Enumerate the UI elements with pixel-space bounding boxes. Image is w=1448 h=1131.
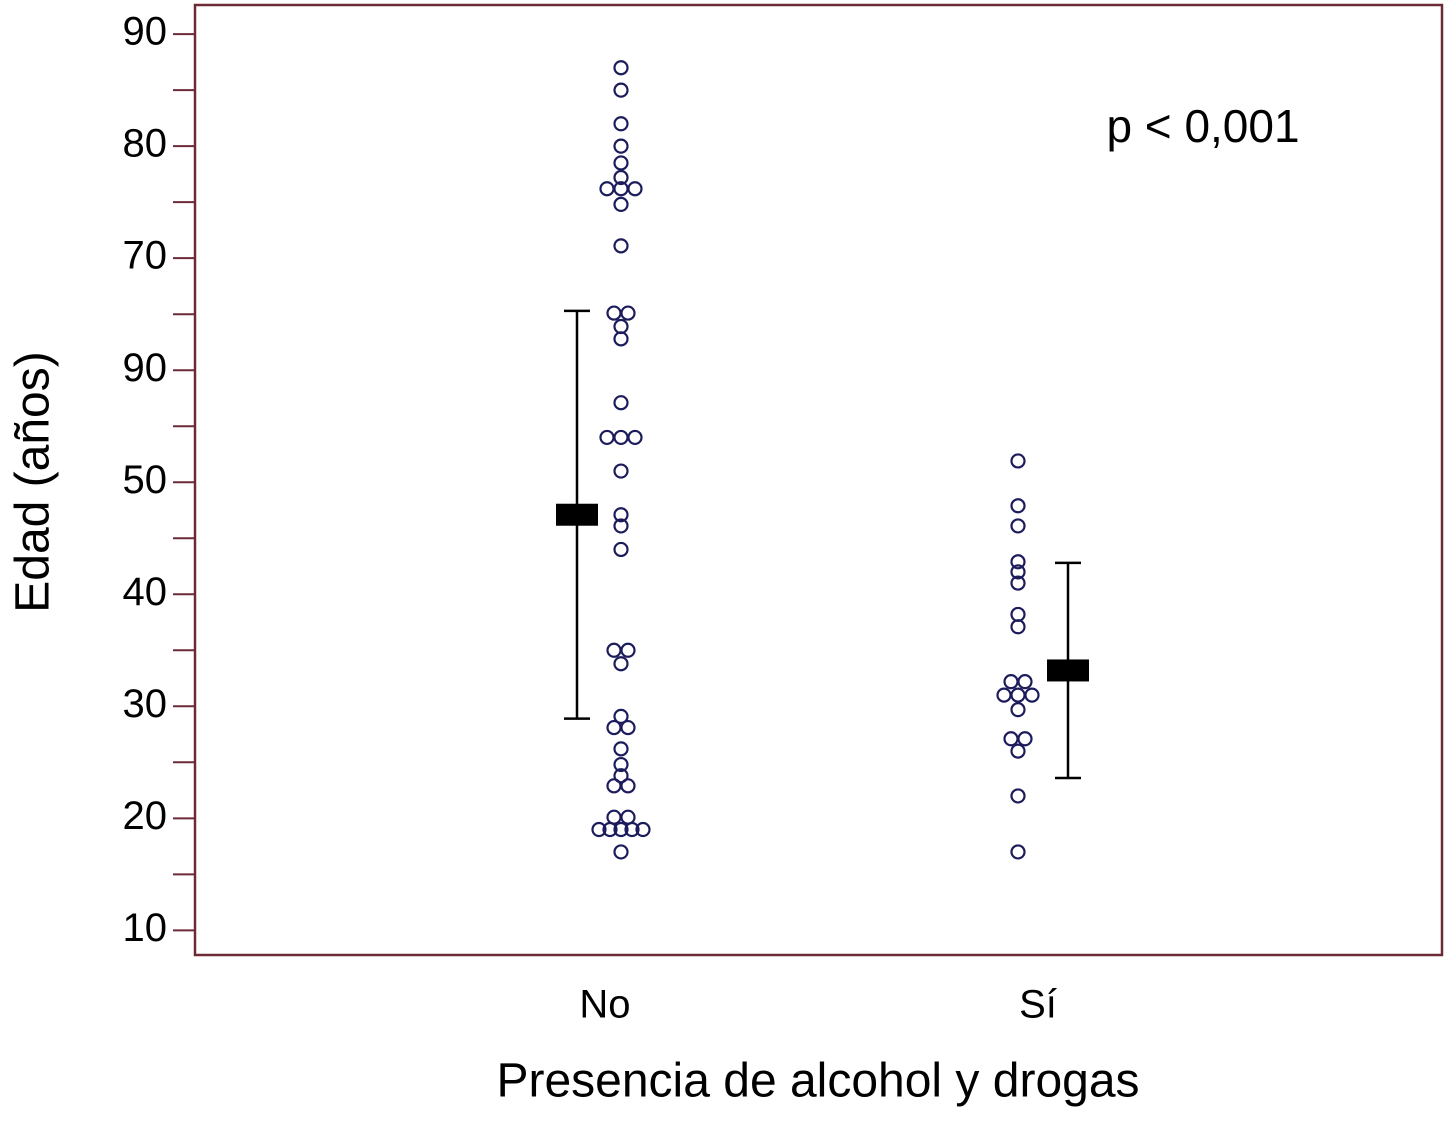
data-point bbox=[1010, 554, 1026, 570]
data-point bbox=[606, 719, 622, 736]
data-point bbox=[613, 318, 629, 335]
data-point bbox=[613, 844, 629, 860]
data-point bbox=[1010, 844, 1026, 860]
data-point bbox=[1010, 606, 1026, 623]
mean-marker bbox=[556, 503, 598, 526]
data-point bbox=[613, 741, 629, 757]
data-point bbox=[613, 708, 629, 724]
data-point bbox=[613, 756, 629, 773]
data-point bbox=[602, 821, 618, 838]
data-point bbox=[1010, 743, 1026, 759]
data-point bbox=[1024, 687, 1040, 703]
x-axis-title: Presencia de alcohol y drogas bbox=[496, 1055, 1139, 1108]
data-point bbox=[613, 518, 629, 534]
y-tick-label: 30 bbox=[123, 682, 168, 726]
data-point bbox=[606, 642, 622, 658]
data-point bbox=[599, 181, 615, 197]
data-point bbox=[620, 719, 636, 736]
data-point bbox=[620, 809, 636, 825]
data-point bbox=[620, 642, 636, 658]
data-point bbox=[613, 429, 629, 446]
data-point bbox=[1010, 575, 1026, 591]
data-point bbox=[1010, 518, 1026, 534]
y-tick-label: 90 bbox=[123, 346, 168, 390]
data-point bbox=[613, 541, 629, 558]
data-point bbox=[1010, 687, 1026, 703]
y-tick-label: 80 bbox=[123, 122, 168, 166]
data-point bbox=[613, 196, 629, 213]
data-point bbox=[1010, 498, 1026, 514]
data-point bbox=[606, 305, 622, 321]
y-tick-label: 10 bbox=[123, 906, 168, 950]
data-point bbox=[1010, 788, 1026, 804]
data-point bbox=[996, 687, 1012, 703]
data-point bbox=[613, 331, 629, 347]
data-point bbox=[620, 305, 636, 321]
data-point bbox=[1003, 674, 1019, 690]
y-tick-label: 50 bbox=[123, 458, 168, 502]
data-point bbox=[1010, 564, 1026, 580]
data-point bbox=[613, 463, 629, 479]
data-point bbox=[1010, 619, 1026, 635]
data-point bbox=[1017, 674, 1033, 690]
data-point bbox=[613, 82, 629, 98]
data-point bbox=[613, 155, 629, 171]
x-tick-label: No bbox=[579, 983, 630, 1027]
data-point bbox=[627, 181, 643, 197]
y-tick-label: 20 bbox=[123, 794, 168, 838]
y-tick-label: 90 bbox=[123, 10, 168, 54]
x-tick-label: Sí bbox=[1019, 983, 1057, 1027]
plot-frame bbox=[193, 3, 1444, 957]
data-point bbox=[1017, 731, 1033, 747]
data-point bbox=[1010, 453, 1026, 469]
data-point bbox=[635, 821, 651, 838]
data-point bbox=[613, 821, 629, 838]
data-point bbox=[620, 778, 636, 794]
data-point bbox=[613, 656, 629, 672]
data-point bbox=[1003, 731, 1019, 747]
data-point bbox=[613, 768, 629, 784]
data-point bbox=[613, 507, 629, 523]
data-point bbox=[613, 138, 629, 154]
data-point bbox=[606, 809, 622, 825]
data-point bbox=[591, 821, 607, 838]
y-tick-label: 70 bbox=[123, 234, 168, 278]
data-point bbox=[627, 429, 643, 446]
data-point bbox=[613, 238, 629, 254]
data-point bbox=[599, 429, 615, 446]
data-point bbox=[624, 821, 640, 838]
annotation: p < 0,001 bbox=[1106, 100, 1299, 152]
data-point bbox=[613, 60, 629, 76]
y-axis-title: Edad (años) bbox=[7, 351, 60, 613]
data-point bbox=[606, 778, 622, 794]
data-point bbox=[613, 169, 629, 186]
data-point bbox=[1010, 702, 1026, 718]
data-point bbox=[613, 395, 629, 411]
mean-marker bbox=[1047, 659, 1089, 682]
data-point bbox=[613, 116, 629, 132]
y-tick-label: 40 bbox=[123, 570, 168, 614]
